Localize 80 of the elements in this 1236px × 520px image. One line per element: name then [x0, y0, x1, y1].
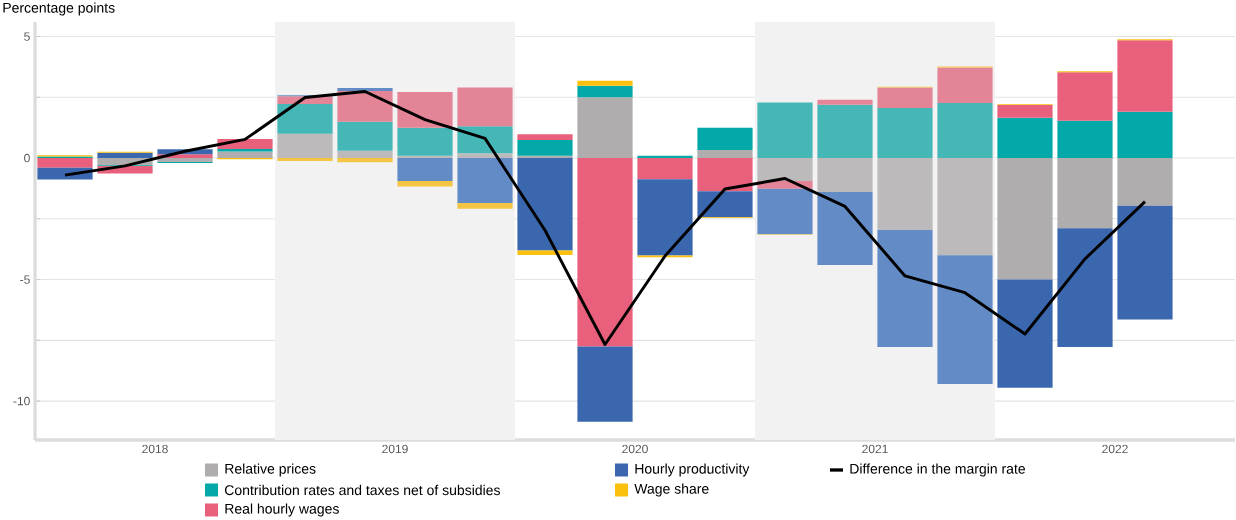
bar [817, 192, 873, 266]
bar [1117, 40, 1173, 112]
bar [457, 203, 513, 209]
legend-label: Hourly productivity [635, 463, 750, 477]
bar [337, 150, 393, 159]
bar [277, 133, 333, 159]
bar [517, 250, 573, 256]
bar [397, 158, 453, 181]
bar [517, 134, 573, 141]
bar [217, 149, 273, 152]
bar [697, 127, 753, 151]
bar [697, 150, 753, 159]
bar [997, 105, 1053, 118]
bar [937, 102, 993, 159]
bar [997, 279, 1053, 388]
bar [457, 87, 513, 127]
legend-label: Difference in the margin rate [850, 463, 1025, 477]
bar [637, 158, 693, 180]
x-tick-label: 2020 [622, 444, 648, 454]
bar [997, 158, 1053, 280]
bar [817, 99, 873, 105]
bar [337, 158, 393, 163]
bar [937, 158, 993, 256]
bar [397, 127, 453, 156]
bar [577, 85, 633, 98]
bar [577, 97, 633, 159]
bar [997, 117, 1053, 159]
bar [337, 88, 393, 91]
bar [457, 126, 513, 154]
x-tick-label: 2021 [862, 444, 888, 454]
legend-label: Wage share [634, 483, 709, 497]
bar [877, 230, 933, 347]
x-tick-label: 2018 [142, 444, 168, 454]
bar [517, 140, 573, 156]
bar [1057, 72, 1113, 121]
bar [697, 158, 753, 192]
legend-label: Relative prices [225, 463, 316, 477]
bar [277, 158, 333, 161]
bar [1057, 120, 1113, 159]
bar [457, 158, 513, 204]
bar [337, 121, 393, 151]
bar [577, 158, 633, 347]
x-tick-label: 2022 [1102, 444, 1128, 454]
bar [757, 158, 813, 181]
bar [397, 180, 453, 187]
x-tick-label: 2019 [382, 444, 408, 454]
bar [757, 188, 813, 235]
line-series [63, 90, 1147, 346]
bar [1117, 205, 1173, 320]
y-tick-label: -5 [20, 275, 30, 284]
bar [217, 151, 273, 159]
bar [1117, 111, 1173, 159]
y-tick-label: -10 [13, 396, 30, 406]
bar [1057, 158, 1113, 229]
bar [877, 158, 933, 231]
bar [517, 158, 573, 251]
bar [817, 158, 873, 193]
bar [97, 152, 153, 159]
bar [37, 158, 93, 168]
bar [877, 108, 933, 159]
bar [817, 104, 873, 159]
bar [937, 255, 993, 385]
bar [637, 179, 693, 256]
bar [337, 91, 393, 122]
bar [457, 153, 513, 159]
bar [577, 346, 633, 422]
bar [697, 191, 753, 218]
bar [757, 102, 813, 159]
legend-label: Contribution rates and taxes net of subsidies [224, 484, 500, 496]
y-tick-label: 0 [24, 153, 30, 163]
bar [277, 103, 333, 134]
y-tick-label: 5 [24, 32, 30, 41]
legend-label: Real hourly wages [225, 503, 339, 517]
bar [397, 91, 453, 128]
bar [1117, 158, 1173, 206]
bar [877, 87, 933, 109]
bar [1057, 228, 1113, 347]
bar [577, 80, 633, 86]
y-axis-title: Percentage points [3, 2, 115, 16]
bar [937, 67, 993, 103]
